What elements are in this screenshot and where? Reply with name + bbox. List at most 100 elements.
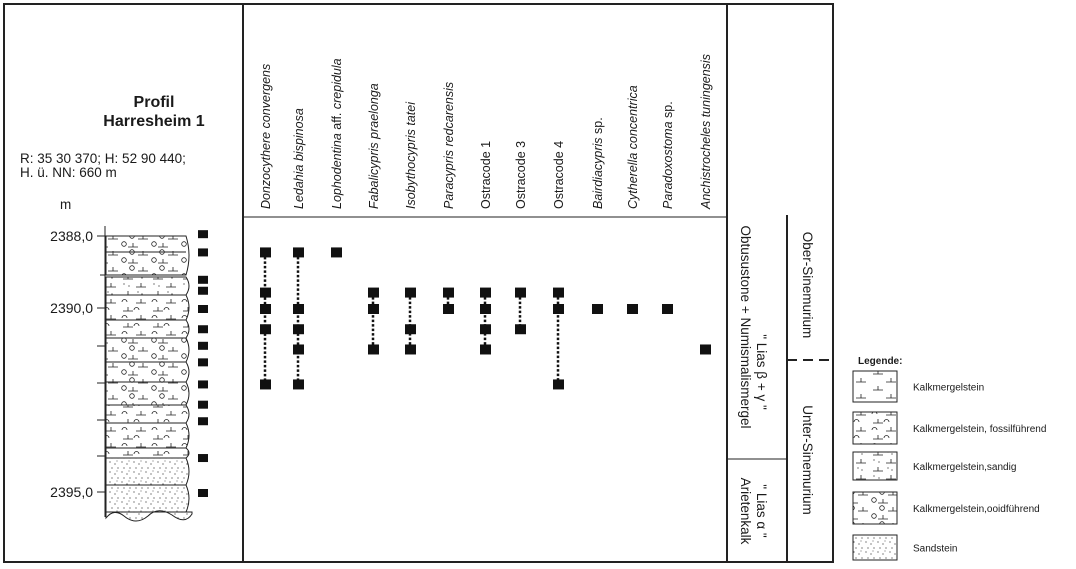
occurrence-marker <box>592 304 603 314</box>
taxon-name-part: Isobythocypris tatei <box>404 101 418 209</box>
occurrence-marker <box>515 287 526 298</box>
occurrence-marker <box>700 344 711 355</box>
legend-label: Kalkmergelstein,ooidführend <box>913 504 1040 515</box>
sample-marker <box>198 248 208 257</box>
occurrence-marker <box>293 344 304 355</box>
stage-lower: Unter-Sinemurium <box>800 405 815 515</box>
legend: Legende: Kalkmergelstein Kalkmergelstein,… <box>852 356 1046 561</box>
legend-item-fossil: Kalkmergelstein, fossilführend <box>852 411 1046 445</box>
depth-label-2388: 2388,0 <box>50 228 93 244</box>
lithology-bed-base <box>105 510 193 522</box>
lithology-column <box>105 235 193 522</box>
occurrence-marker <box>260 247 271 258</box>
sample-markers <box>198 230 208 497</box>
taxon-name: Ostracode 3 <box>514 141 528 209</box>
occurrence-marker <box>293 247 304 258</box>
occurrence-marker <box>553 304 564 314</box>
taxon-name: Ledahia bispinosa <box>292 108 306 209</box>
taxon-name: Paradoxostoma sp. <box>661 101 675 209</box>
legend-title: Legende: <box>858 356 902 367</box>
depth-unit: m <box>60 197 71 212</box>
occurrence-marker <box>515 324 526 335</box>
depth-label-2390: 2390,0 <box>50 300 93 316</box>
occurrence-marker <box>293 324 304 335</box>
profile-title-line1: Profil <box>134 94 175 111</box>
legend-swatch-sandig <box>852 451 898 481</box>
lithology-bed-sand <box>105 457 190 486</box>
legend-label: Kalkmergelstein, fossilführend <box>913 424 1046 435</box>
formation-lower: Arietenkalk <box>738 478 753 545</box>
occurrence-marker <box>405 344 416 355</box>
legend-swatch-fossil <box>852 411 898 445</box>
taxon-name: Paracypris redcarensis <box>442 82 456 209</box>
sample-marker <box>198 417 208 426</box>
legend-item-sandig: Kalkmergelstein,sandig <box>852 451 1016 481</box>
lithology-bed-ooid <box>105 235 190 276</box>
taxon-column: Fabalicypris praelonga <box>367 83 381 355</box>
taxon-name-part: aff. <box>330 109 344 133</box>
legend-label: Kalkmergelstein <box>913 383 984 394</box>
occurrence-marker <box>405 287 416 298</box>
occurrence-marker <box>260 287 271 298</box>
sample-marker <box>198 380 208 389</box>
lithology-bed-fossil <box>105 404 190 424</box>
taxon-name-part: Fabalicypris praelonga <box>367 83 381 209</box>
taxon-name: Cytherella concentrica <box>626 85 640 209</box>
lithology-bed-sand <box>105 484 190 513</box>
taxon-column: Lophodentina aff. crepidula <box>330 58 344 258</box>
lithology-bed-fossil <box>105 294 190 321</box>
legend-item-ooid: Kalkmergelstein,ooidführend <box>852 491 1040 525</box>
occurrence-marker <box>627 304 638 314</box>
taxon-name: Ostracode 4 <box>552 141 566 209</box>
taxon-name: Fabalicypris praelonga <box>367 83 381 209</box>
profile-coords-line2: H. ü. NN: 660 m <box>20 165 117 180</box>
lithology-bed-ooid <box>105 337 190 363</box>
legend-label: Sandstein <box>913 544 957 555</box>
taxon-name-part: crepidula <box>330 58 344 109</box>
taxon-name-part: Paradoxostoma <box>661 121 675 209</box>
legend-swatch-kalk <box>852 370 898 403</box>
taxon-name-part: Ostracode 1 <box>479 141 493 209</box>
taxon-name-part: Lophodentina <box>330 133 344 209</box>
taxon-name-part: Cytherella concentrica <box>626 85 640 209</box>
taxon-column: Paracypris redcarensis <box>442 82 456 314</box>
lithology-bed-ooid <box>105 381 190 406</box>
taxon-name: Ostracode 1 <box>479 141 493 209</box>
stratigraphy-columns: Obtusustone + Numismalismergel " Lias β … <box>738 226 815 545</box>
profile-coords-line1: R: 35 30 370; H: 52 90 440; <box>20 151 186 166</box>
profile-title-line2: Harresheim 1 <box>103 113 204 130</box>
sample-marker <box>198 489 208 497</box>
depth-label-2395: 2395,0 <box>50 484 93 500</box>
legend-swatch-sand <box>852 534 898 561</box>
taxon-column: Bairdiacypris sp. <box>591 117 605 314</box>
taxon-column: Isobythocypris tatei <box>404 101 418 355</box>
sample-marker <box>198 325 208 334</box>
legend-item-sand: Sandstein <box>852 534 957 561</box>
taxon-name: Donzocythere convergens <box>259 64 273 209</box>
occurrence-marker <box>293 304 304 314</box>
taxon-column: Ostracode 3 <box>514 141 528 335</box>
occurrence-marker <box>293 379 304 390</box>
occurrence-marker <box>405 324 416 335</box>
occurrence-marker <box>553 287 564 298</box>
legend-swatch-ooid <box>852 491 898 525</box>
occurrence-marker <box>368 304 379 314</box>
taxon-column: Donzocythere convergens <box>259 64 273 390</box>
lithology-bed-ooid <box>105 361 190 383</box>
taxon-name: Isobythocypris tatei <box>404 101 418 209</box>
occurrence-marker <box>443 287 454 298</box>
lithology-bed-fossil <box>105 319 190 339</box>
occurrence-marker <box>480 324 491 335</box>
occurrence-marker <box>368 344 379 355</box>
taxon-name-part: Anchistrocheles tuningensis <box>699 54 713 210</box>
occurrence-marker <box>260 324 271 335</box>
formation-lower-sub: " Lias α " <box>754 484 769 538</box>
formation-upper: Obtusustone + Numismalismergel <box>738 226 753 429</box>
legend-label: Kalkmergelstein,sandig <box>913 462 1016 473</box>
occurrence-marker <box>480 304 491 314</box>
sample-marker <box>198 454 208 463</box>
sample-marker <box>198 400 208 409</box>
taxon-name: Bairdiacypris sp. <box>591 117 605 209</box>
sample-marker <box>198 305 208 313</box>
occurrence-marker <box>662 304 673 314</box>
